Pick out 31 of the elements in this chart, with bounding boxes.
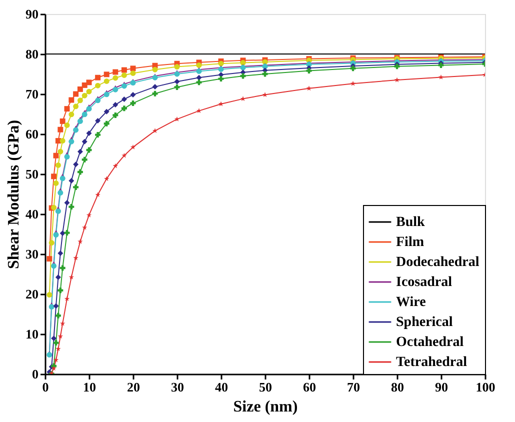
y-tick-label: 90 bbox=[26, 6, 38, 22]
y-tick-label: 50 bbox=[26, 166, 38, 182]
x-axis-title: Size (nm) bbox=[233, 398, 298, 416]
x-tick-label: 90 bbox=[435, 380, 448, 394]
y-tick-label: 40 bbox=[26, 206, 38, 222]
y-tick-label: 80 bbox=[26, 46, 38, 62]
x-tick-label: 80 bbox=[391, 380, 404, 394]
x-tick-label: 30 bbox=[171, 380, 184, 394]
x-tick-label: 100 bbox=[476, 380, 496, 394]
y-tick-label: 30 bbox=[26, 246, 38, 262]
x-tick-label: 10 bbox=[83, 380, 96, 394]
x-tick-label: 60 bbox=[303, 380, 316, 394]
x-tick-label: 70 bbox=[347, 380, 360, 394]
y-tick-label: 60 bbox=[26, 126, 38, 142]
legend-label: Dodecahedral bbox=[396, 255, 480, 270]
legend-label: Bulk bbox=[396, 215, 426, 230]
legend-label: Octahedral bbox=[396, 335, 464, 350]
legend-label: Tetrahedral bbox=[396, 355, 468, 370]
x-tick-label: 50 bbox=[259, 380, 272, 394]
y-tick-label: 20 bbox=[26, 286, 38, 302]
legend-label: Film bbox=[396, 235, 424, 250]
y-tick-label: 70 bbox=[26, 86, 38, 102]
y-axis-title: Shear Modulus (GPa) bbox=[6, 120, 22, 270]
legend-label: Spherical bbox=[396, 315, 453, 330]
x-tick-label: 40 bbox=[215, 380, 228, 394]
legend-label: Wire bbox=[396, 295, 426, 310]
y-tick-label: 0 bbox=[32, 366, 38, 382]
legend-label: Icosadral bbox=[396, 275, 452, 290]
x-tick-label: 20 bbox=[127, 380, 140, 394]
y-tick-label: 10 bbox=[26, 326, 38, 342]
x-tick-label: 0 bbox=[42, 380, 49, 394]
